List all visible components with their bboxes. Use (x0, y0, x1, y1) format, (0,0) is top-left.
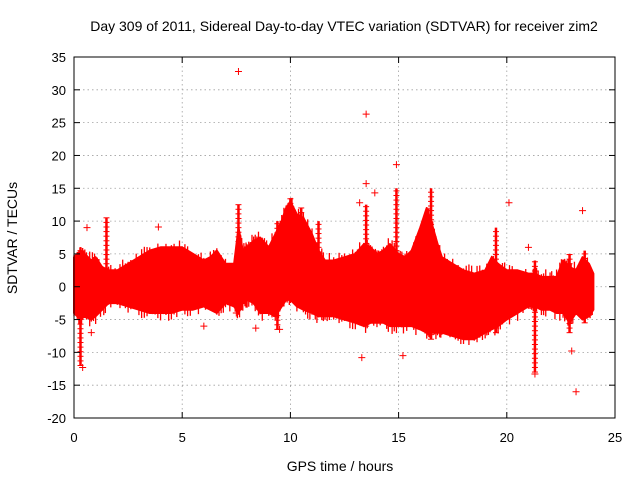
outlier-point (358, 354, 366, 362)
y-tick-label: -10 (47, 345, 66, 360)
outlier-point (79, 363, 87, 371)
x-tick-label: 5 (179, 430, 186, 445)
outlier-point (362, 110, 370, 118)
outlier-point (356, 199, 364, 207)
chart-title: Day 309 of 2011, Sidereal Day-to-day VTE… (90, 18, 598, 34)
y-tick-label: 20 (52, 148, 66, 163)
outlier-point (252, 324, 260, 332)
y-tick-label: 30 (52, 83, 66, 98)
x-tick-labels: 0 5 10 15 20 25 (70, 430, 622, 445)
outlier-point (87, 329, 95, 337)
outlier-point (568, 347, 576, 355)
x-axis-title: GPS time / hours (287, 458, 394, 474)
outlier-point (572, 388, 580, 396)
x-tick-label: 0 (70, 430, 77, 445)
x-tick-label: 15 (391, 430, 405, 445)
outlier-point (276, 325, 284, 333)
plot-frame (73, 56, 616, 419)
outlier-point (232, 309, 240, 317)
y-tick-label: 35 (52, 50, 66, 65)
y-axis-title: SDTVAR / TECUs (4, 182, 20, 294)
y-tick-label: 5 (59, 247, 66, 262)
y-tick-label: 25 (52, 116, 66, 131)
outlier-point (200, 322, 208, 330)
outlier-point (371, 189, 379, 197)
outlier-point (531, 370, 539, 378)
x-tick-label: 10 (283, 430, 297, 445)
y-tick-labels: -20 -15 -10 -5 0 5 10 15 20 25 30 35 (47, 50, 66, 426)
y-tick-label: -15 (47, 378, 66, 393)
x-tick-label: 20 (500, 430, 514, 445)
outlier-point (234, 67, 242, 75)
y-tick-label: 0 (59, 280, 66, 295)
outlier-point (524, 243, 532, 251)
outlier-point (362, 180, 370, 188)
y-tick-label: 15 (52, 181, 66, 196)
y-tick-label: -20 (47, 411, 66, 426)
x-tick-label: 25 (608, 430, 622, 445)
outlier-point (392, 161, 400, 169)
outlier-point (399, 352, 407, 360)
outlier-point (83, 224, 91, 232)
axis-ticks (73, 56, 616, 419)
outlier-point (579, 207, 587, 215)
y-tick-label: 10 (52, 214, 66, 229)
data-marks (73, 67, 595, 396)
y-tick-label: -5 (54, 313, 66, 328)
outlier-point (505, 199, 513, 207)
outlier-point (154, 223, 162, 231)
